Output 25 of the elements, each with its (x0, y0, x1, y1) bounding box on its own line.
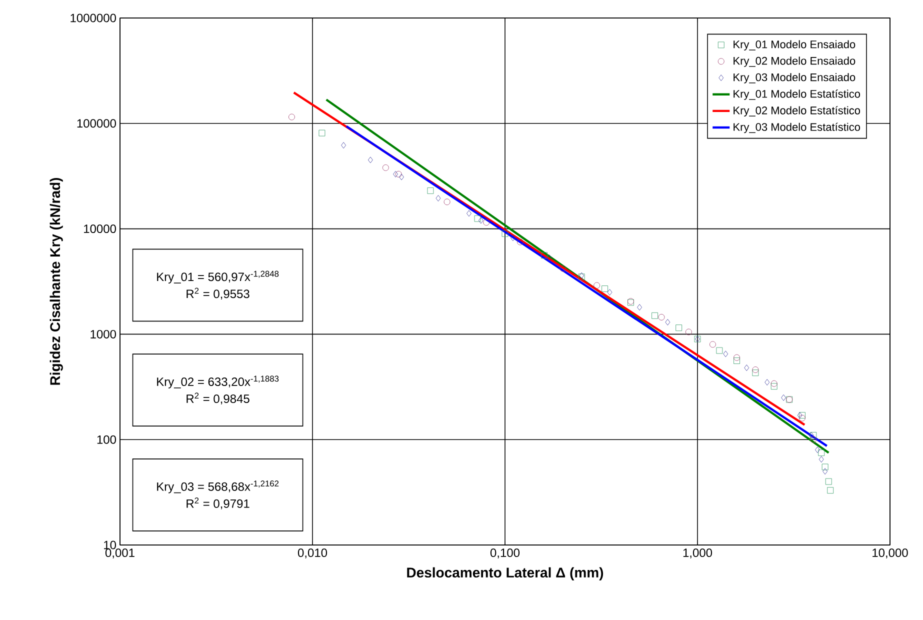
annotation: R$^{2}$ = 0,9845 (186, 392, 250, 404)
x-axis-title: Deslocamento Lateral Δ (mm) (407, 567, 604, 580)
y-tick-label: 1000 (90, 330, 116, 338)
y-axis-title: Rigidez Cisalhante Kry (kN/rad) (50, 178, 63, 385)
legend-label: Kry_03 Modelo Estatístico (734, 122, 860, 134)
legend-label: Kry_02 Modelo Ensaiado (734, 56, 856, 67)
x-tick-label: 0,010 (298, 548, 328, 558)
y-tick-label: 10000 (84, 224, 116, 234)
annotation: R$^{2}$ = 0,9791 (186, 498, 250, 510)
annotation: Kry_02 = 633,20x$^{-1,1883}$ (157, 376, 279, 388)
y-tick-label: 10 (104, 540, 116, 550)
annotation: Kry_03 = 568,68x$^{-1,2162}$ (157, 480, 279, 494)
legend-label: Kry_03 Modelo Ensaiado (734, 73, 856, 84)
y-tick-label: 100 (97, 435, 116, 444)
x-tick-label: 1,000 (683, 548, 712, 558)
legend-label: Kry_02 Modelo Estatístico (734, 106, 860, 117)
legend-label: Kry_01 Modelo Estatístico (734, 90, 860, 100)
y-tick-label: 100000 (77, 119, 116, 128)
x-tick-label: 10,000 (872, 548, 908, 558)
x-tick-label: 0,001 (105, 548, 134, 558)
legend-label: Kry_01 Modelo Ensaiado (734, 40, 856, 50)
annotation: Kry_01 = 560,97x$^{-1,2848}$ (157, 270, 279, 284)
y-tick-label: 1000000 (70, 14, 116, 22)
x-tick-label: 0,100 (490, 548, 520, 558)
annotation: R$^{2}$ = 0,9553 (186, 288, 250, 300)
